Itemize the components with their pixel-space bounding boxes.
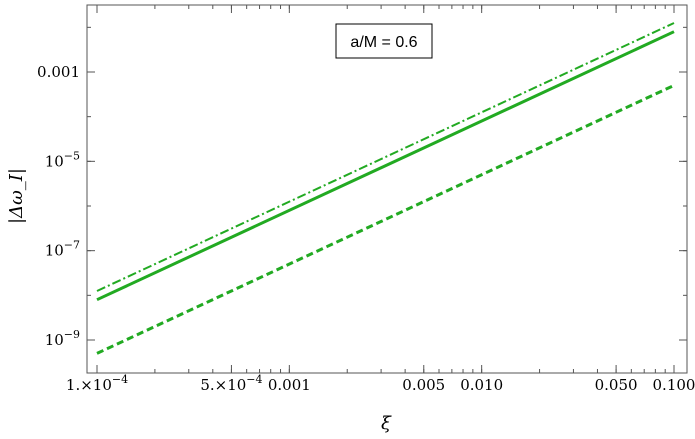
y-axis-label: |Δω_I| — [6, 168, 27, 224]
y-tick-label: 10−7 — [45, 239, 80, 260]
annotation-box: a/M = 0.6 — [335, 23, 433, 59]
y-tick-label: 10−9 — [45, 328, 80, 349]
series-line-dash-dot — [96, 22, 675, 292]
series-group — [96, 22, 675, 355]
x-tick-label: 0.100 — [653, 376, 695, 394]
minor-ticks — [87, 5, 687, 373]
y-tick-label: 0.001 — [37, 63, 80, 81]
series-line-solid — [96, 30, 675, 302]
x-tick-label: 5.×10−4 — [200, 373, 262, 394]
x-tick-label: 1.×10−4 — [66, 373, 128, 394]
annotation-frame — [335, 23, 433, 59]
y-axis-ticks: 0.001 10−5 10−7 10−9 — [37, 63, 687, 349]
x-axis-ticks: 1.×10−4 5.×10−4 0.001 0.005 0.010 0.050 0.100 — [66, 5, 695, 394]
series-line-dashed — [96, 84, 675, 355]
x-tick-label: 0.050 — [595, 376, 638, 394]
x-tick-label: 0.005 — [402, 376, 445, 394]
x-tick-label: 0.010 — [460, 376, 503, 394]
x-tick-label: 0.001 — [268, 376, 311, 394]
y-tick-label: 10−5 — [45, 149, 80, 170]
plot-frame — [86, 4, 688, 374]
annotation-text: a/M = 0.6 — [350, 34, 417, 51]
x-axis-label: ξ — [381, 413, 392, 434]
